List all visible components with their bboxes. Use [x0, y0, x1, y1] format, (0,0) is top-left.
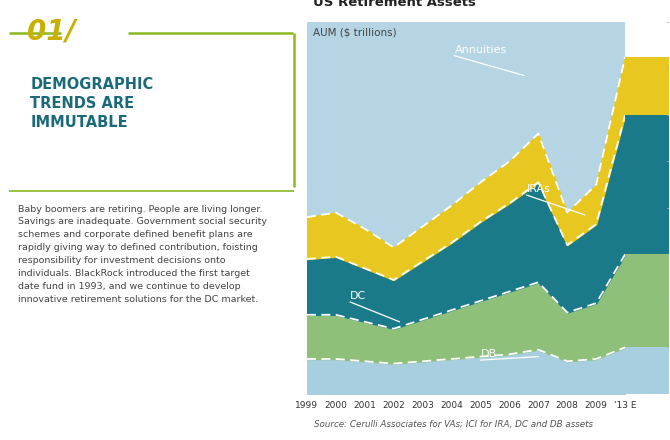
Text: Source: Cerulli Associates for VAs; ICI for IRA, DC and DB assets: Source: Cerulli Associates for VAs; ICI …: [314, 420, 592, 429]
Text: IRAs: IRAs: [527, 184, 551, 194]
Text: DEMOGRAPHIC
TRENDS ARE
IMMUTABLE: DEMOGRAPHIC TRENDS ARE IMMUTABLE: [31, 77, 153, 130]
Text: DC: DC: [350, 291, 366, 301]
Text: 01/: 01/: [27, 18, 76, 46]
Bar: [625, 347, 669, 394]
Bar: [625, 57, 669, 115]
Text: US Retirement Assets: US Retirement Assets: [314, 0, 476, 9]
Bar: [625, 115, 669, 254]
Text: DB: DB: [480, 349, 496, 359]
Text: AUM ($ trillions): AUM ($ trillions): [314, 28, 397, 37]
Bar: [625, 254, 669, 347]
Text: Baby boomers are retiring. People are living longer.
Savings are inadequate. Gov: Baby boomers are retiring. People are li…: [18, 205, 267, 304]
Text: Annuities: Annuities: [454, 44, 507, 55]
